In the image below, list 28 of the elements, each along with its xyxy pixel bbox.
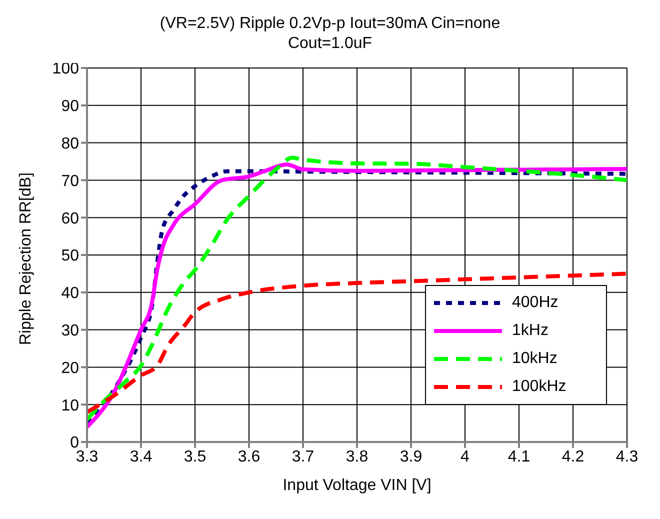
x-axis-title: Input Voltage VIN [V] [282, 477, 432, 494]
x-tick-label: 3.7 [292, 448, 314, 466]
legend-label: 100kHz [512, 378, 566, 396]
y-axis-title: Ripple Rejection RR[dB] [18, 172, 35, 345]
x-tick-label: 4 [460, 448, 470, 466]
y-tick-label: 60 [61, 210, 80, 228]
line-series [87, 272, 627, 414]
legend-label: 10kHz [512, 350, 558, 368]
y-tick-label: 20 [61, 360, 80, 377]
x-tick-label: 4.3 [616, 448, 638, 466]
x-tick-label: 4.1 [508, 448, 530, 466]
x-tick-label: 4.2 [562, 448, 584, 466]
x-tick-label: 3.8 [346, 448, 368, 466]
chart-subtitle: Cout=1.0uF [286, 34, 374, 54]
x-tick-label: 3.4 [130, 448, 152, 466]
x-tick-label: 3.9 [400, 448, 422, 466]
y-tick-label: 40 [61, 285, 80, 302]
y-tick-label: 80 [61, 135, 80, 152]
y-tick-label: 10 [61, 397, 80, 414]
y-tick-label: 50 [61, 248, 80, 265]
legend-label: 1kHz [512, 322, 548, 340]
x-tick-label: 3.5 [184, 448, 206, 466]
y-tick-label: 90 [61, 98, 80, 116]
y-tick-label: 30 [61, 322, 80, 340]
y-tick-label: 70 [61, 172, 80, 190]
x-tick-label: 3.6 [238, 448, 260, 466]
legend-label: 400Hz [512, 294, 558, 312]
chart-title: (VR=2.5V) Ripple 0.2Vp-p Iout=30mA Cin=none [158, 14, 502, 34]
